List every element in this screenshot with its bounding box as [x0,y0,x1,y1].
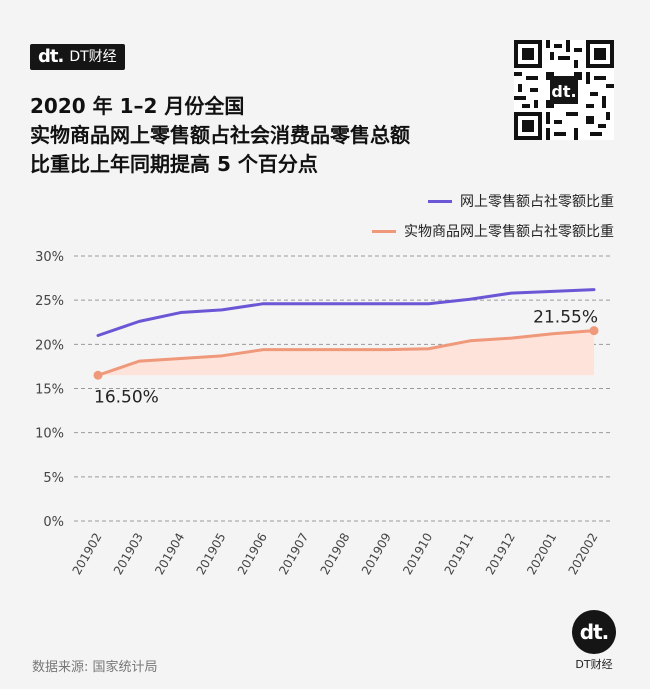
y-tick-label: 20% [35,338,64,353]
series-line-online [96,288,596,337]
y-tick-label: 30% [35,250,64,265]
svg-text:dt.: dt. [551,82,576,101]
x-tick-label: 201902 [70,531,105,578]
x-tick-label: 201903 [111,531,146,578]
qr-code-icon: dt. [514,40,614,140]
x-tick-label: 201907 [276,531,311,578]
y-tick-label: 10% [35,427,64,442]
legend-label-physical: 实物商品网上零售额占社零额比重 [404,224,614,240]
data-source: 数据来源: 国家统计局 [32,660,158,675]
data-point-marker [589,326,599,336]
legend-swatch-online [428,199,452,203]
y-tick-label: 15% [35,383,64,398]
x-tick-label: 201906 [235,531,270,578]
x-tick-label: 201904 [152,531,187,578]
x-tick-label: 201905 [194,531,229,578]
x-tick-label: 201910 [400,531,435,578]
x-tick-label: 202001 [524,531,559,578]
legend-item-physical: 实物商品网上零售额占社零额比重 [284,216,614,246]
brand-name: DT财经 [69,49,117,65]
series-line-physical [96,329,596,377]
x-tick-label: 201909 [359,531,394,578]
x-tick-label: 201908 [318,531,353,578]
chart-title-line-1: 2020 年 1–2 月份全国 [30,94,245,118]
footer-logo-mark: dt. [572,610,616,654]
footer-logo: dt. DT财经 [570,610,618,672]
x-tick-label: 201912 [483,531,518,578]
y-tick-label: 0% [43,515,64,530]
brand-badge: dt. DT财经 [30,44,125,70]
chart-title-line-3: 比重比上年同期提高 5 个百分点 [30,152,318,176]
data-label: 16.50% [94,387,159,407]
y-tick-label: 5% [43,471,64,486]
legend-item-online: 网上零售额占社零额比重 [284,186,614,216]
legend-label-online: 网上零售额占社零额比重 [460,194,614,210]
chart-title: 2020 年 1–2 月份全国 实物商品网上零售额占社会消费品零售总额 比重比上… [30,92,500,179]
chart-legend: 网上零售额占社零额比重 实物商品网上零售额占社零额比重 [284,186,614,246]
x-tick-label: 201911 [442,531,477,578]
footer-logo-label: DT财经 [575,658,613,671]
y-tick-label: 25% [35,294,64,309]
data-point-marker [93,370,103,380]
x-tick-label: 202002 [566,531,601,578]
legend-swatch-physical [372,229,396,233]
data-label: 21.55% [533,308,598,328]
brand-logo-mark: dt. [38,46,64,67]
chart-title-line-2: 实物商品网上零售额占社会消费品零售总额 [30,123,410,147]
